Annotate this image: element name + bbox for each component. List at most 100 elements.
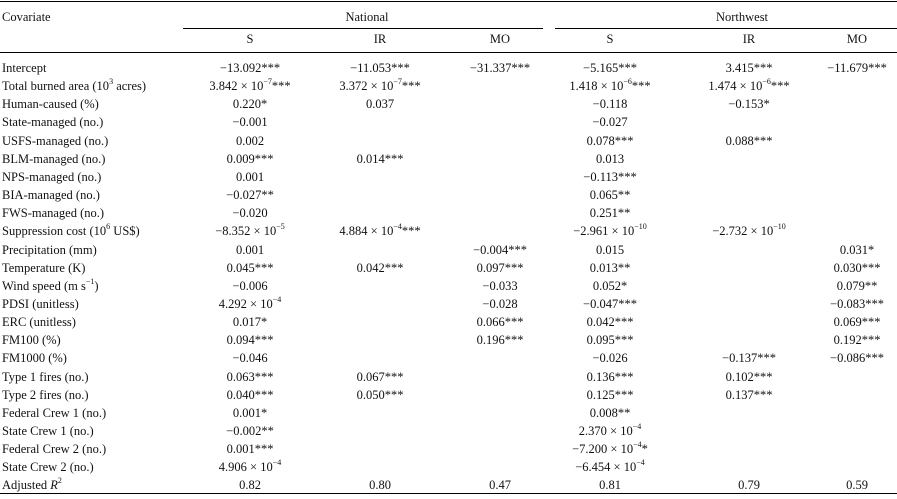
table-cell: 0.59 <box>846 478 868 493</box>
table-cell: 0.001* <box>232 405 268 420</box>
table-cell: 0.078*** <box>586 133 634 148</box>
table-cell: 1.418 × 10−6*** <box>569 77 651 94</box>
table-cell: −0.118 <box>592 97 628 112</box>
group-rule-national <box>183 28 543 29</box>
table-cell: 0.052* <box>592 278 628 293</box>
row-label: USFS-managed (no.) <box>2 133 109 148</box>
row-label: Total burned area (103 acres) <box>2 77 147 94</box>
table-cell: −0.002** <box>226 424 274 438</box>
table-cell: 0.066*** <box>476 315 524 330</box>
column-header: S <box>606 32 614 46</box>
row-label: FM1000 (%) <box>2 351 67 366</box>
table-cell: 0.094*** <box>226 333 274 348</box>
bottom-rule <box>0 493 897 495</box>
table-cell: 0.81 <box>599 478 621 493</box>
table-cell: 0.136*** <box>586 369 634 384</box>
row-label: Adjusted R2 <box>2 476 62 493</box>
table-cell: 0.251** <box>589 206 631 221</box>
table-cell: 0.001*** <box>226 442 274 457</box>
table-cell: −0.137*** <box>722 351 776 366</box>
table-cell: −0.026 <box>592 351 628 366</box>
table-cell: 0.125*** <box>586 387 634 402</box>
table-cell: 0.040*** <box>226 387 274 402</box>
top-rule <box>0 1 897 3</box>
row-label: Type 2 fires (no.) <box>2 387 89 402</box>
row-label: State Crew 1 (no.) <box>2 424 94 438</box>
table-cell: 0.095*** <box>586 333 634 348</box>
row-label: State-managed (no.) <box>2 115 104 130</box>
table-cell: 0.042*** <box>586 315 634 330</box>
row-label: Federal Crew 1 (no.) <box>2 405 107 420</box>
table-cell: −31.337*** <box>469 61 531 75</box>
table-cell: −6.454 × 10−4 <box>575 458 645 475</box>
table-cell: −0.004*** <box>473 242 527 257</box>
group-header-northwest: Northwest <box>715 10 769 24</box>
table-cell: 0.008** <box>589 405 631 420</box>
table-cell: 3.842 × 10−7*** <box>209 77 291 94</box>
table-cell: −0.113*** <box>583 169 637 184</box>
row-label: Suppression cost (106 US$) <box>2 222 140 239</box>
table-cell: 4.292 × 10−4 <box>218 294 282 311</box>
table-cell: 0.088*** <box>725 133 773 148</box>
table-cell: 0.102*** <box>725 369 773 384</box>
table-cell: 0.079** <box>836 278 878 293</box>
header-rule <box>0 52 897 53</box>
row-label: Wind speed (m s−1) <box>2 276 99 293</box>
table-cell: −7.200 × 10−4* <box>572 439 648 457</box>
row-label: Temperature (K) <box>2 260 86 275</box>
table-cell: −5.165*** <box>583 61 637 75</box>
table-cell: −0.006 <box>232 278 268 293</box>
table-cell: 0.009*** <box>226 151 274 166</box>
table-cell: −0.028 <box>482 296 518 311</box>
group-header-national: National <box>345 10 389 24</box>
table-cell: 0.001 <box>235 242 265 257</box>
table-cell: 0.013 <box>595 151 625 166</box>
table-cell: 3.415*** <box>725 61 773 75</box>
table-cell: −0.027** <box>226 188 274 202</box>
table-cell: −0.047*** <box>583 296 637 311</box>
table-cell: 0.137*** <box>725 387 773 402</box>
table-cell: 4.906 × 10−4 <box>218 458 282 475</box>
row-label: Precipitation (mm) <box>2 242 97 257</box>
table-cell: 0.80 <box>369 478 391 493</box>
table-cell: 0.031* <box>839 242 875 257</box>
table-cell: 0.82 <box>239 478 261 493</box>
table-cell: −2.732 × 10−10 <box>712 222 786 239</box>
table-cell: 2.370 × 10−4 <box>578 421 642 438</box>
table-cell: −8.352 × 10−5 <box>215 222 285 239</box>
table-cell: −0.086*** <box>830 351 884 366</box>
table-cell: −0.027 <box>592 115 628 130</box>
table-cell: 3.372 × 10−7*** <box>339 77 421 94</box>
row-label: Human-caused (%) <box>2 97 99 112</box>
row-label: NPS-managed (no.) <box>2 169 102 184</box>
table-cell: 0.065** <box>589 188 631 202</box>
table-cell: −0.046 <box>232 351 268 366</box>
table-cell: −0.033 <box>482 278 518 293</box>
table-cell: −0.001 <box>232 115 268 130</box>
row-label: PDSI (unitless) <box>2 296 79 311</box>
table-cell: −2.961 × 10−10 <box>573 222 647 239</box>
table-cell: 0.063*** <box>226 369 274 384</box>
table-cell: 0.79 <box>738 478 760 493</box>
row-label: FWS-managed (no.) <box>2 206 105 221</box>
table-cell: 0.47 <box>489 478 511 493</box>
column-header: S <box>246 32 254 46</box>
row-label: FM100 (%) <box>2 333 61 348</box>
covariate-header: Covariate <box>2 10 51 24</box>
table-cell: 0.042*** <box>356 260 404 275</box>
row-label: Federal Crew 2 (no.) <box>2 442 107 457</box>
table-cell: 0.050*** <box>356 387 404 402</box>
group-rule-northwest <box>555 28 897 29</box>
table-cell: 0.015 <box>595 242 625 257</box>
table-cell: 0.013** <box>589 260 631 275</box>
table-cell: 0.037 <box>365 97 395 112</box>
table-cell: 0.192*** <box>833 333 881 348</box>
row-label: Intercept <box>2 61 47 75</box>
table-cell: −13.092*** <box>219 61 281 75</box>
table-cell: 0.017* <box>232 315 268 330</box>
table-cell: 0.067*** <box>356 369 404 384</box>
table-cell: −11.053*** <box>350 61 410 75</box>
column-header: MO <box>489 32 511 46</box>
row-label: Type 1 fires (no.) <box>2 369 89 384</box>
table-cell: 0.196*** <box>476 333 524 348</box>
